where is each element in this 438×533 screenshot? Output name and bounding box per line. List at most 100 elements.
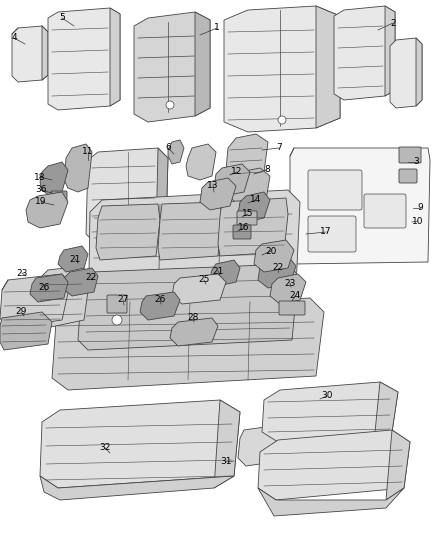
Text: 32: 32 — [99, 443, 111, 453]
Text: 31: 31 — [220, 457, 232, 466]
Polygon shape — [12, 26, 48, 82]
Polygon shape — [52, 298, 324, 390]
Polygon shape — [218, 198, 288, 256]
Text: 23: 23 — [284, 279, 296, 287]
Polygon shape — [78, 264, 298, 350]
Polygon shape — [140, 292, 180, 320]
Polygon shape — [386, 430, 410, 500]
Text: 30: 30 — [321, 392, 333, 400]
Text: 9: 9 — [417, 204, 423, 213]
Text: 3: 3 — [413, 157, 419, 166]
FancyBboxPatch shape — [308, 216, 356, 252]
Polygon shape — [48, 8, 120, 110]
Polygon shape — [290, 148, 430, 264]
Polygon shape — [62, 268, 98, 296]
Text: 5: 5 — [59, 13, 65, 22]
Polygon shape — [385, 6, 395, 96]
Polygon shape — [40, 162, 68, 196]
Polygon shape — [238, 426, 280, 466]
FancyBboxPatch shape — [233, 225, 251, 239]
Polygon shape — [168, 140, 184, 164]
Polygon shape — [258, 430, 410, 500]
FancyBboxPatch shape — [364, 194, 406, 228]
Polygon shape — [214, 164, 250, 196]
Polygon shape — [214, 400, 240, 488]
Polygon shape — [172, 274, 226, 304]
Text: 16: 16 — [238, 223, 250, 232]
FancyBboxPatch shape — [279, 301, 305, 315]
Polygon shape — [86, 148, 168, 244]
Polygon shape — [36, 266, 90, 328]
Polygon shape — [30, 274, 68, 302]
Polygon shape — [0, 312, 52, 350]
Polygon shape — [156, 148, 168, 240]
Polygon shape — [258, 488, 404, 516]
FancyBboxPatch shape — [399, 147, 421, 163]
Polygon shape — [134, 12, 210, 122]
Polygon shape — [88, 190, 300, 342]
Text: 29: 29 — [15, 308, 27, 317]
Polygon shape — [262, 382, 398, 442]
Text: 22: 22 — [85, 273, 97, 282]
Text: 4: 4 — [11, 34, 17, 43]
Text: 8: 8 — [264, 166, 270, 174]
Text: 26: 26 — [154, 295, 166, 304]
Polygon shape — [40, 476, 234, 500]
Polygon shape — [316, 6, 340, 128]
FancyBboxPatch shape — [237, 211, 257, 225]
Polygon shape — [416, 38, 422, 106]
Text: 10: 10 — [412, 216, 424, 225]
Polygon shape — [226, 134, 268, 178]
Circle shape — [278, 116, 286, 124]
Text: 22: 22 — [272, 263, 284, 272]
Text: 6: 6 — [165, 143, 171, 152]
Polygon shape — [200, 178, 236, 210]
Polygon shape — [26, 192, 68, 228]
Text: 1: 1 — [214, 23, 220, 33]
FancyBboxPatch shape — [107, 295, 127, 313]
Text: 7: 7 — [276, 143, 282, 152]
Text: 23: 23 — [16, 269, 28, 278]
Polygon shape — [254, 240, 294, 272]
Polygon shape — [96, 204, 160, 260]
Text: 36: 36 — [35, 185, 47, 195]
FancyBboxPatch shape — [51, 191, 67, 203]
Polygon shape — [390, 38, 422, 108]
Polygon shape — [334, 6, 395, 100]
Text: 21: 21 — [212, 266, 224, 276]
Polygon shape — [64, 144, 92, 192]
Polygon shape — [40, 400, 240, 488]
Polygon shape — [210, 260, 240, 286]
Polygon shape — [0, 274, 70, 328]
Polygon shape — [58, 246, 88, 272]
FancyBboxPatch shape — [308, 170, 362, 210]
Text: 13: 13 — [207, 181, 219, 190]
Polygon shape — [374, 382, 398, 442]
Polygon shape — [258, 256, 296, 288]
Polygon shape — [238, 192, 270, 222]
Polygon shape — [42, 26, 48, 80]
Text: 26: 26 — [38, 282, 49, 292]
Text: 2: 2 — [390, 19, 396, 28]
Polygon shape — [158, 202, 222, 260]
Text: 18: 18 — [34, 173, 46, 182]
Polygon shape — [186, 144, 216, 180]
Text: 25: 25 — [198, 276, 210, 285]
Polygon shape — [224, 6, 340, 132]
Text: 17: 17 — [320, 228, 332, 237]
Polygon shape — [110, 8, 120, 106]
Text: 20: 20 — [265, 246, 277, 255]
Circle shape — [112, 315, 122, 325]
Circle shape — [166, 101, 174, 109]
Text: 27: 27 — [117, 295, 129, 304]
Text: 21: 21 — [69, 254, 81, 263]
Text: 12: 12 — [231, 167, 243, 176]
FancyBboxPatch shape — [399, 169, 417, 183]
Polygon shape — [270, 274, 306, 304]
Polygon shape — [195, 12, 210, 116]
Text: 24: 24 — [290, 292, 300, 301]
Polygon shape — [228, 168, 270, 206]
Text: 11: 11 — [82, 148, 94, 157]
Text: 19: 19 — [35, 198, 47, 206]
Text: 14: 14 — [250, 196, 261, 205]
